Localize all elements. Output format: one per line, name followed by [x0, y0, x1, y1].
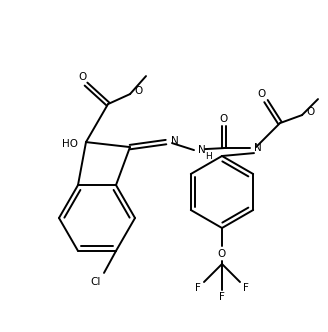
- Text: N: N: [254, 143, 262, 153]
- Text: HO: HO: [62, 139, 78, 149]
- Text: N: N: [198, 145, 206, 155]
- Text: H: H: [205, 152, 212, 161]
- Text: O: O: [78, 72, 86, 82]
- Text: N: N: [171, 136, 179, 146]
- Text: F: F: [219, 292, 225, 302]
- Text: F: F: [243, 283, 249, 293]
- Text: O: O: [220, 114, 228, 124]
- Text: O: O: [258, 89, 266, 99]
- Text: Cl: Cl: [91, 277, 101, 287]
- Text: O: O: [134, 86, 142, 96]
- Text: O: O: [218, 249, 226, 259]
- Text: O: O: [306, 107, 314, 117]
- Text: F: F: [195, 283, 201, 293]
